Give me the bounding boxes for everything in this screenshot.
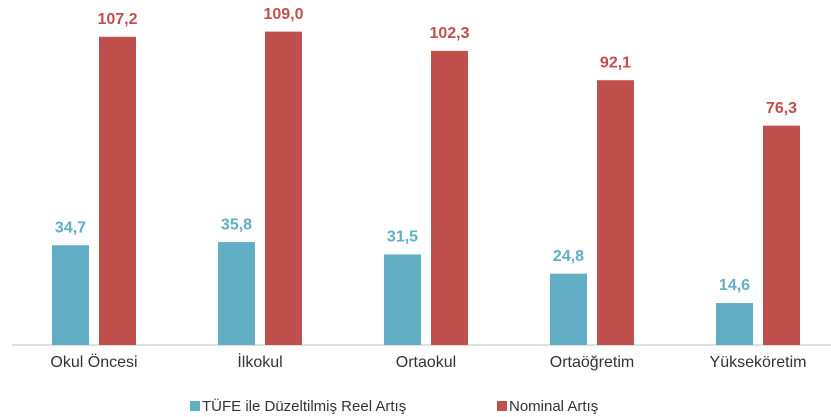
bar bbox=[597, 80, 634, 346]
legend-swatch bbox=[497, 401, 507, 411]
bar bbox=[99, 36, 136, 346]
value-label: 92,1 bbox=[600, 54, 631, 71]
legend-label: Nominal Artış bbox=[509, 398, 598, 415]
bar bbox=[550, 273, 587, 345]
bar bbox=[52, 245, 89, 345]
bar bbox=[716, 303, 753, 345]
value-label: 35,8 bbox=[221, 216, 252, 233]
x-tick-label: Ortaöğretim bbox=[550, 354, 634, 371]
value-label: 31,5 bbox=[387, 229, 418, 246]
value-label: 14,6 bbox=[719, 277, 750, 294]
bar bbox=[265, 31, 302, 345]
x-tick-label: Ortaokul bbox=[396, 354, 456, 371]
legend-swatch bbox=[190, 401, 200, 411]
x-tick-label: Yükseköretim bbox=[710, 354, 807, 371]
value-label: 102,3 bbox=[429, 25, 469, 42]
value-label: 24,8 bbox=[553, 248, 584, 265]
x-tick-label: Okul Öncesi bbox=[50, 353, 137, 371]
bar bbox=[763, 125, 800, 345]
legend-label: TÜFE ile Düzeltilmiş Reel Artış bbox=[202, 397, 406, 415]
bar bbox=[431, 50, 468, 345]
value-label: 107,2 bbox=[97, 11, 137, 28]
value-label: 76,3 bbox=[766, 100, 797, 117]
bar bbox=[218, 242, 255, 345]
value-label: 109,0 bbox=[263, 6, 303, 23]
x-tick-label: İlkokul bbox=[237, 352, 282, 371]
bar bbox=[384, 254, 421, 345]
value-label: 34,7 bbox=[55, 219, 86, 236]
